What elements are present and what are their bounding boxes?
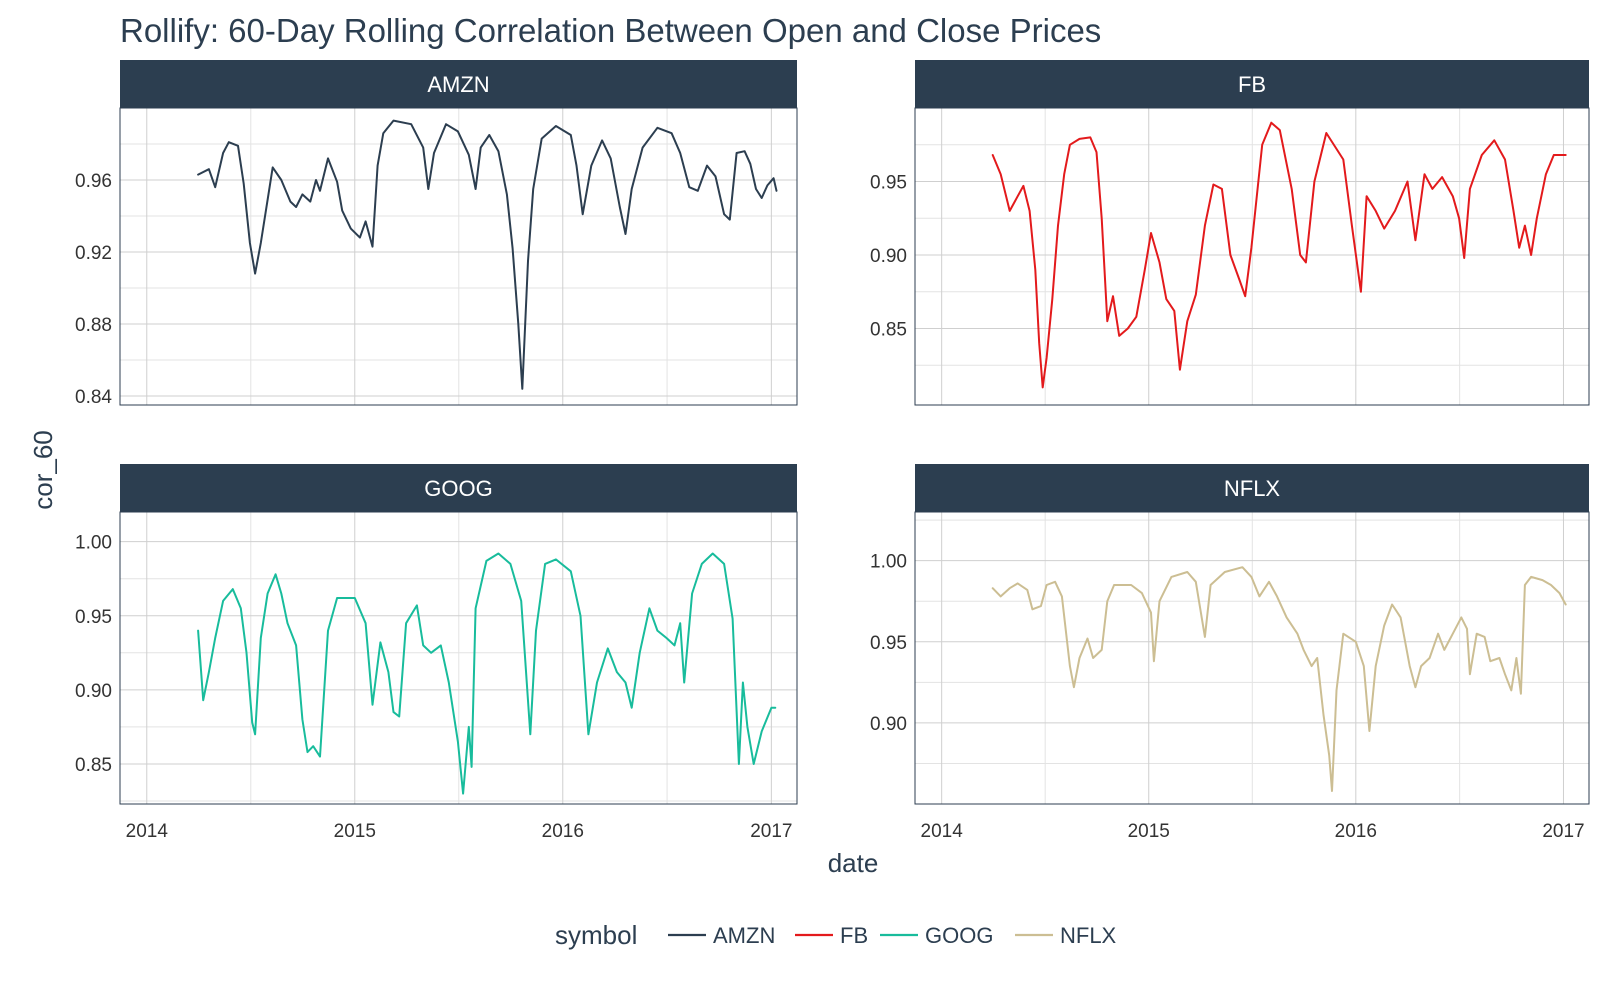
- legend-label: FB: [840, 923, 868, 948]
- x-tick-label: 2014: [921, 821, 964, 842]
- y-tick-label: 0.95: [870, 633, 907, 654]
- panel-fb: 0.85 0.90 0.95 FB: [870, 60, 1590, 406]
- y-tick-label: 0.88: [75, 315, 112, 336]
- facet-strip: [915, 464, 1589, 512]
- facet-strip: [915, 60, 1589, 108]
- y-tick-label: 0.92: [75, 243, 112, 264]
- facet-strip-label: NFLX: [1224, 476, 1281, 501]
- series-line-goog: [197, 552, 777, 795]
- series-line-nflx: [991, 566, 1567, 792]
- y-tick-label: 0.95: [870, 173, 907, 194]
- facet-strip: [120, 464, 797, 512]
- y-tick-label: 1.00: [75, 533, 112, 554]
- x-tick-label: 2015: [1128, 821, 1170, 842]
- facet-strip-label: AMZN: [427, 72, 489, 97]
- legend-label: AMZN: [713, 923, 775, 948]
- facet-strip-label: FB: [1238, 72, 1266, 97]
- facet-strip-label: GOOG: [424, 476, 492, 501]
- legend-label: GOOG: [925, 923, 993, 948]
- x-axis-title: date: [828, 848, 879, 878]
- y-tick-label: 0.90: [870, 246, 907, 267]
- legend-title: symbol: [555, 920, 637, 950]
- legend-label: NFLX: [1060, 923, 1117, 948]
- y-axis-title: cor_60: [28, 430, 58, 510]
- y-tick-label: 0.95: [75, 607, 112, 628]
- y-tick-label: 0.90: [870, 714, 907, 735]
- x-tick-label: 2017: [750, 821, 792, 842]
- x-tick-label: 2016: [542, 821, 584, 842]
- x-tick-label: 2015: [334, 821, 376, 842]
- legend: symbol AMZN FB GOOG NFLX: [555, 920, 1117, 950]
- y-tick-label: 1.00: [870, 552, 907, 573]
- legend-entry-fb: FB: [795, 923, 868, 948]
- facet-strip: [120, 60, 797, 108]
- y-tick-label: 0.96: [75, 171, 112, 192]
- series-line-amzn: [197, 119, 778, 390]
- x-tick-label: 2017: [1542, 821, 1584, 842]
- x-tick-label: 2016: [1335, 821, 1377, 842]
- y-tick-label: 0.84: [75, 387, 112, 408]
- facet-panels: 0.840.880.920.96AMZN0.850.900.95FB0.850.…: [75, 60, 1590, 842]
- y-tick-label: 0.85: [75, 755, 112, 776]
- x-tick-label: 2014: [126, 821, 169, 842]
- chart-title: Rollify: 60-Day Rolling Correlation Betw…: [120, 12, 1102, 49]
- y-tick-label: 0.85: [870, 320, 907, 341]
- y-tick-label: 0.90: [75, 681, 112, 702]
- legend-entry-goog: GOOG: [880, 923, 993, 948]
- legend-entry-amzn: AMZN: [668, 923, 775, 948]
- panel-amzn: 0.84 0.88 0.92 0.96 AMZN: [75, 60, 798, 408]
- panel-goog: 0.85 0.90 0.95 1.00 2014 2015 2016 2017 GOOG: [75, 464, 798, 842]
- legend-entry-nflx: NFLX: [1015, 923, 1117, 948]
- panel-nflx: 0.90 0.95 1.00 2014 2015 2016 2017 NFLX: [870, 464, 1590, 842]
- series-line-fb: [991, 121, 1567, 389]
